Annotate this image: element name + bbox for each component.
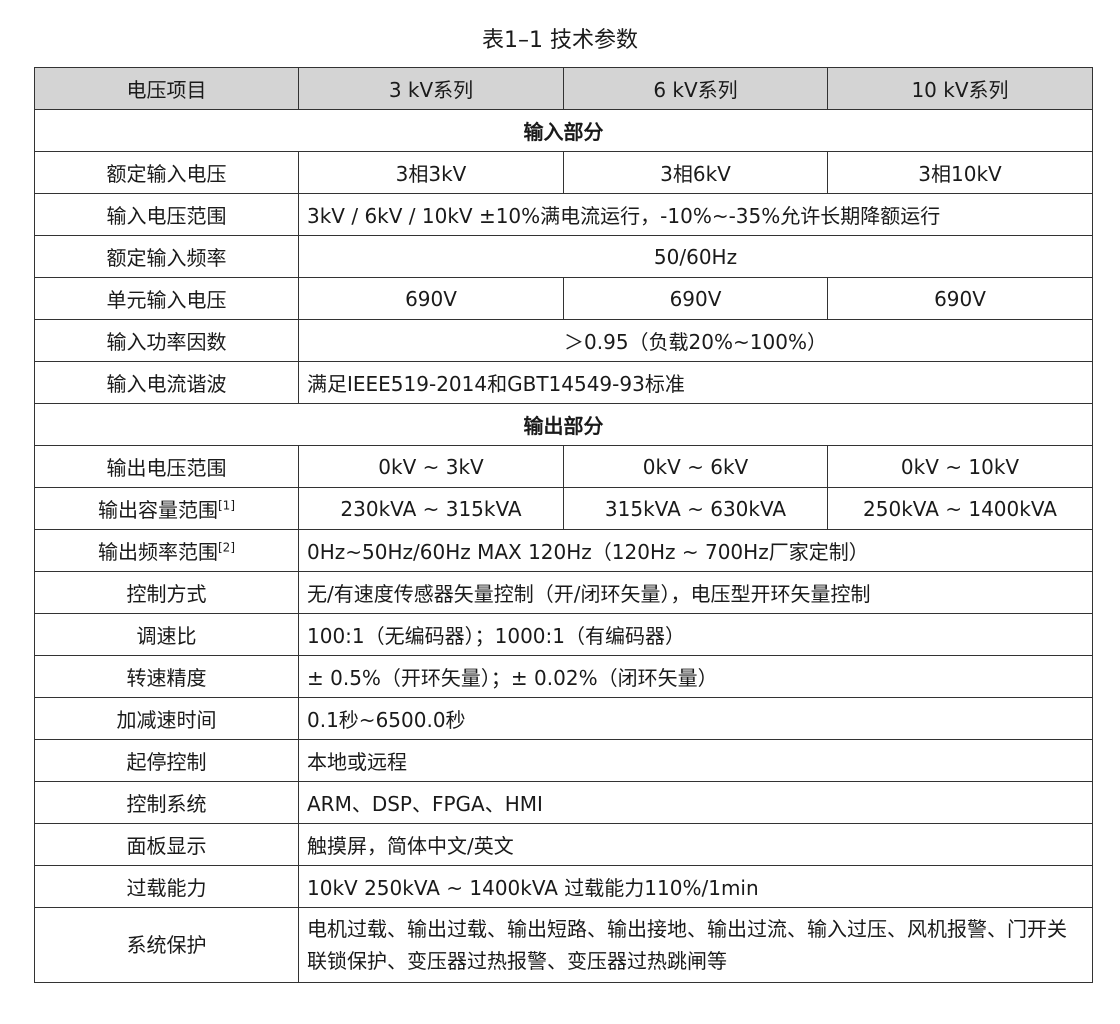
row-label: 控制方式 — [34, 571, 299, 614]
row-label-text: 输出电压范围 — [106, 456, 227, 480]
value-cell-merged: 电机过载、输出过载、输出短路、输出接地、输出过流、输入过压、风机报警、门开关联锁… — [298, 907, 1093, 983]
table-row: 输入电流谐波 满足IEEE519-2014和GBT14549-93标准 — [34, 361, 1093, 404]
table-row: 面板显示 触摸屏，简体中文/英文 — [34, 823, 1093, 866]
row-label-text: 输出容量范围 — [98, 498, 218, 522]
row-label: 单元输入电压 — [34, 277, 299, 320]
value-cell-merged: 满足IEEE519-2014和GBT14549-93标准 — [298, 361, 1093, 404]
row-label-text: 面板显示 — [126, 834, 207, 858]
row-label: 调速比 — [34, 613, 299, 656]
table-row: 控制方式 无/有速度传感器矢量控制（开/闭环矢量），电压型开环矢量控制 — [34, 571, 1093, 614]
table-row: 控制系统 ARM、DSP、FPGA、HMI — [34, 781, 1093, 824]
value-cell-merged: 本地或远程 — [298, 739, 1093, 782]
table-row: 加减速时间 0.1秒~6500.0秒 — [34, 697, 1093, 740]
header-cell: 10 kV系列 — [827, 67, 1093, 110]
value-cell-merged: ＞0.95（负载20%~100%） — [298, 319, 1093, 362]
row-label-text: 额定输入电压 — [106, 162, 227, 186]
row-label: 输出电压范围 — [34, 445, 299, 488]
value-cell-merged: 100:1（无编码器）；1000:1（有编码器） — [298, 613, 1093, 656]
row-label: 面板显示 — [34, 823, 299, 866]
row-label-text: 控制方式 — [126, 582, 207, 606]
value-cell: 230kVA ~ 315kVA — [298, 487, 564, 530]
table-row: 输出电压范围 0kV ~ 3kV 0kV ~ 6kV 0kV ~ 10kV — [34, 445, 1093, 488]
table-row: 输入电压范围 3kV / 6kV / 10kV ±10%满电流运行，-10%~-3… — [34, 193, 1093, 236]
row-label-text: 输出频率范围 — [98, 540, 218, 564]
spec-table: 电压项目 3 kV系列 6 kV系列 10 kV系列 输入部分额定输入电压 3相3… — [34, 67, 1093, 983]
section-heading: 输出部分 — [34, 403, 1093, 446]
table-row: 调速比 100:1（无编码器）；1000:1（有编码器） — [34, 613, 1093, 656]
value-cell: 690V — [298, 277, 564, 320]
row-label-text: 转速精度 — [126, 666, 207, 690]
section-heading: 输入部分 — [34, 109, 1093, 152]
row-label: 输入功率因数 — [34, 319, 299, 362]
row-label-text: 调速比 — [136, 624, 197, 648]
value-cell: 250kVA ~ 1400kVA — [827, 487, 1093, 530]
value-cell-merged: 50/60Hz — [298, 235, 1093, 278]
value-cell: 315kVA ~ 630kVA — [563, 487, 828, 530]
row-label: 额定输入电压 — [34, 151, 299, 194]
table-row: 输出容量范围[1] 230kVA ~ 315kVA 315kVA ~ 630kVA 2… — [34, 487, 1093, 530]
row-label: 额定输入频率 — [34, 235, 299, 278]
table-row: 转速精度 ± 0.5%（开环矢量）；± 0.02%（闭环矢量） — [34, 655, 1093, 698]
value-cell: 0kV ~ 6kV — [563, 445, 828, 488]
section-row: 输入部分 — [34, 109, 1093, 152]
row-label: 输出容量范围[1] — [34, 487, 299, 530]
value-cell: 3相6kV — [563, 151, 828, 194]
value-cell-merged: 10kV 250kVA ~ 1400kVA 过载能力110%/1min — [298, 865, 1093, 908]
value-cell-merged: ± 0.5%（开环矢量）；± 0.02%（闭环矢量） — [298, 655, 1093, 698]
row-label-text: 输入电压范围 — [106, 204, 227, 228]
row-label-text: 输入电流谐波 — [106, 372, 227, 396]
row-label-text: 单元输入电压 — [106, 288, 227, 312]
row-label-text: 额定输入频率 — [106, 246, 227, 270]
value-cell-merged: 0.1秒~6500.0秒 — [298, 697, 1093, 740]
value-cell: 3相10kV — [827, 151, 1093, 194]
table-header-row: 电压项目 3 kV系列 6 kV系列 10 kV系列 — [34, 67, 1093, 110]
row-label-text: 系统保护 — [126, 933, 207, 957]
row-label-text: 控制系统 — [126, 792, 207, 816]
value-cell: 690V — [827, 277, 1093, 320]
footnote-ref: [2] — [218, 540, 235, 555]
row-label: 加减速时间 — [34, 697, 299, 740]
row-label-text: 起停控制 — [126, 750, 207, 774]
value-cell-merged: 无/有速度传感器矢量控制（开/闭环矢量），电压型开环矢量控制 — [298, 571, 1093, 614]
row-label: 转速精度 — [34, 655, 299, 698]
value-cell: 3相3kV — [298, 151, 564, 194]
header-cell: 电压项目 — [34, 67, 299, 110]
footnote-ref: [1] — [218, 498, 235, 513]
header-cell: 6 kV系列 — [563, 67, 828, 110]
value-cell: 690V — [563, 277, 828, 320]
section-row: 输出部分 — [34, 403, 1093, 446]
table-row: 过载能力 10kV 250kVA ~ 1400kVA 过载能力110%/1min — [34, 865, 1093, 908]
table-row: 输入功率因数 ＞0.95（负载20%~100%） — [34, 319, 1093, 362]
table-row: 单元输入电压 690V 690V 690V — [34, 277, 1093, 320]
table-row: 额定输入电压 3相3kV 3相6kV 3相10kV — [34, 151, 1093, 194]
row-label: 系统保护 — [34, 907, 299, 983]
row-label: 输出频率范围[2] — [34, 529, 299, 572]
value-cell-merged: 3kV / 6kV / 10kV ±10%满电流运行，-10%~-35%允许长期… — [298, 193, 1093, 236]
table-title: 表1–1 技术参数 — [482, 28, 638, 53]
row-label: 输入电压范围 — [34, 193, 299, 236]
value-cell-merged: 触摸屏，简体中文/英文 — [298, 823, 1093, 866]
row-label: 起停控制 — [34, 739, 299, 782]
value-cell: 0kV ~ 10kV — [827, 445, 1093, 488]
row-label-text: 过载能力 — [126, 876, 207, 900]
table-row: 起停控制 本地或远程 — [34, 739, 1093, 782]
table-row: 额定输入频率 50/60Hz — [34, 235, 1093, 278]
row-label-text: 加减速时间 — [116, 708, 217, 732]
value-cell-merged: ARM、DSP、FPGA、HMI — [298, 781, 1093, 824]
table-row: 输出频率范围[2] 0Hz~50Hz/60Hz MAX 120Hz（120Hz ~… — [34, 529, 1093, 572]
value-cell: 0kV ~ 3kV — [298, 445, 564, 488]
table-row: 系统保护 电机过载、输出过载、输出短路、输出接地、输出过流、输入过压、风机报警、门… — [34, 907, 1093, 983]
row-label: 过载能力 — [34, 865, 299, 908]
header-cell: 3 kV系列 — [298, 67, 564, 110]
row-label: 控制系统 — [34, 781, 299, 824]
value-cell-merged: 0Hz~50Hz/60Hz MAX 120Hz（120Hz ~ 700Hz厂家定… — [298, 529, 1093, 572]
row-label-text: 输入功率因数 — [106, 330, 227, 354]
row-label: 输入电流谐波 — [34, 361, 299, 404]
